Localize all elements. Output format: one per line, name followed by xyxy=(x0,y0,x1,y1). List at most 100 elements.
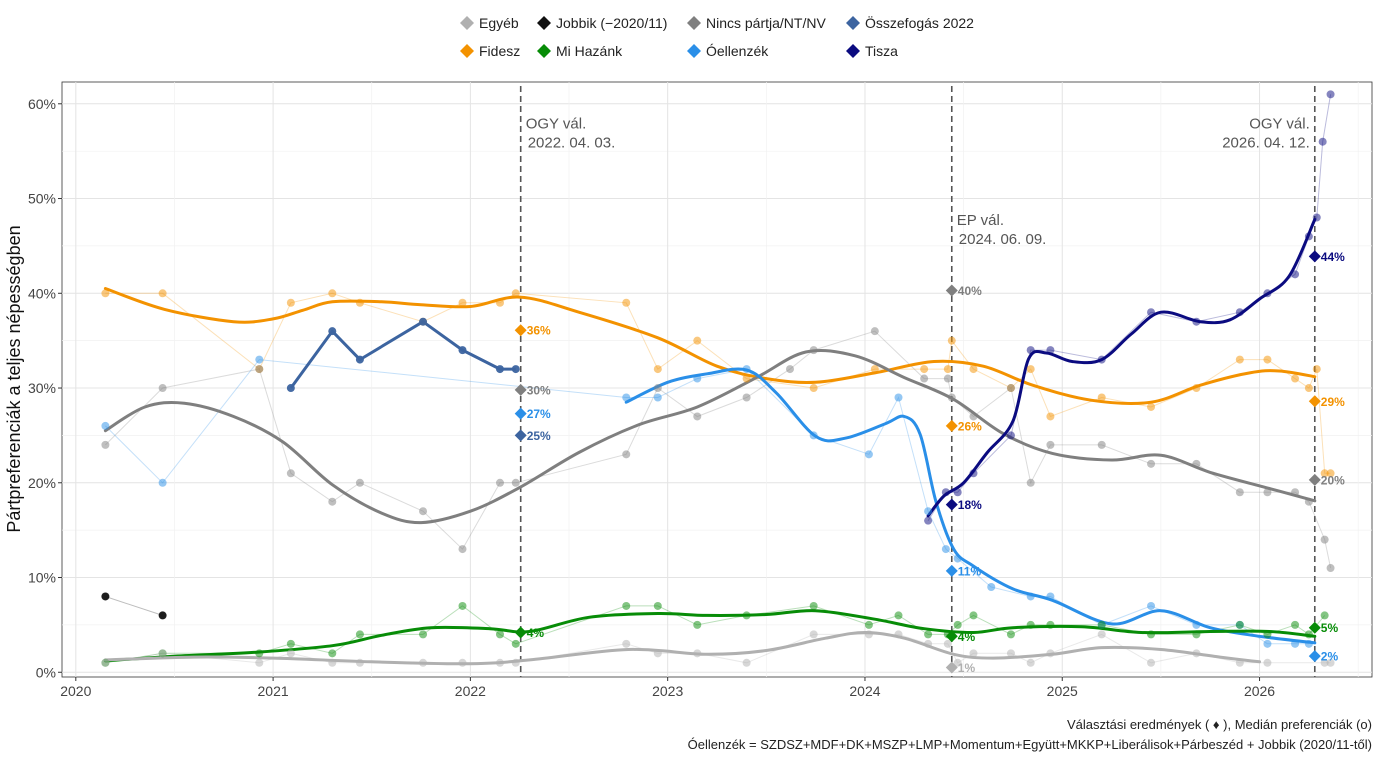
poll-point-egyeb xyxy=(924,639,933,648)
poll-point-tisza xyxy=(1026,346,1035,355)
trend-line-tisza xyxy=(926,217,1317,518)
poll-point-nincs-partja-nt-nv xyxy=(969,412,978,421)
poll-point-nincs-partja-nt-nv xyxy=(1235,488,1244,497)
poll-point-oellenzek xyxy=(864,450,873,459)
poll-point-mi-hazank xyxy=(1097,620,1106,629)
x-tick-label: 2025 xyxy=(1047,683,1078,699)
trend-line-nincs-partja-nt-nv xyxy=(103,348,1317,525)
result-marker-oellenzek xyxy=(514,407,527,420)
poll-point-fidesz xyxy=(969,365,978,374)
poll-point-egyeb xyxy=(809,630,818,639)
poll-point-nincs-partja-nt-nv xyxy=(419,507,428,516)
poll-point-mi-hazank xyxy=(1192,630,1201,639)
poll-point-tisza xyxy=(941,488,950,497)
poll-point-mi-hazank xyxy=(355,630,364,639)
result-marker-fidesz xyxy=(945,419,958,432)
poll-point-egyeb xyxy=(1192,649,1201,658)
gridlines xyxy=(62,82,1372,677)
poll-point-fidesz xyxy=(1320,469,1329,478)
poll-point-egyeb xyxy=(969,649,978,658)
event-label-title: OGY vál. xyxy=(526,115,587,132)
poll-point-oellenzek xyxy=(653,393,662,402)
poll-point-oellenzek xyxy=(255,355,264,364)
legend-marker-egyeb xyxy=(460,16,474,30)
poll-point-fidesz xyxy=(101,289,110,298)
caption-line-2: Óellenzék = SZDSZ+MDF+DK+MSZP+LMP+Moment… xyxy=(688,737,1372,752)
poll-point-oellenzek xyxy=(693,374,702,383)
legend-label-mi-hazank: Mi Hazánk xyxy=(556,43,623,59)
poll-point-nincs-partja-nt-nv xyxy=(328,497,337,506)
poll-point-mi-hazank xyxy=(458,601,467,610)
y-tick-label: 60% xyxy=(28,96,56,112)
trend-line-egyeb xyxy=(103,631,1261,666)
poll-point-tisza xyxy=(1304,232,1313,241)
poll-point-oellenzek xyxy=(1263,639,1272,648)
poll-point-nincs-partja-nt-nv xyxy=(1320,535,1329,544)
poll-point-fidesz xyxy=(1192,384,1201,393)
event-label-title: OGY vál. xyxy=(1249,115,1310,132)
poll-point-oellenzek xyxy=(809,431,818,440)
event-label-date: 2022. 04. 03. xyxy=(528,134,616,151)
result-marker-mi-hazank xyxy=(514,626,527,639)
poll-point-osszefogas-2022 xyxy=(458,346,467,355)
poll-point-oellenzek xyxy=(953,554,962,563)
legend-marker-osszefogas-2022 xyxy=(846,16,860,30)
x-tick-label: 2021 xyxy=(258,683,289,699)
poll-point-egyeb xyxy=(622,639,631,648)
poll-point-mi-hazank xyxy=(653,601,662,610)
poll-point-oellenzek xyxy=(101,421,110,430)
poll-point-tisza xyxy=(953,488,962,497)
poll-point-nincs-partja-nt-nv xyxy=(1026,478,1035,487)
result-marker-egyeb xyxy=(945,661,958,674)
legend-label-oellenzek: Óellenzék xyxy=(706,43,769,59)
event-label-date: 2026. 04. 12. xyxy=(1222,134,1310,151)
result-marker-nincs-partja-nt-nv xyxy=(514,383,527,396)
legend-label-osszefogas-2022: Összefogás 2022 xyxy=(865,14,974,31)
result-marker-tisza xyxy=(945,498,958,511)
poll-point-osszefogas-2022 xyxy=(511,365,520,374)
result-label-oellenzek: 27% xyxy=(527,407,551,421)
x-tick-label: 2026 xyxy=(1244,683,1275,699)
legend-label-nincs-partja-nt-nv: Nincs pártja/NT/NV xyxy=(706,15,826,31)
poll-point-oellenzek xyxy=(1147,601,1156,610)
poll-point-fidesz xyxy=(286,298,295,307)
poll-point-oellenzek xyxy=(987,582,996,591)
poll-point-fidesz xyxy=(1312,365,1321,374)
result-label-fidesz: 36% xyxy=(527,324,551,338)
poll-point-fidesz xyxy=(158,289,167,298)
poll-point-tisza xyxy=(1326,90,1335,99)
poll-point-nincs-partja-nt-nv xyxy=(495,478,504,487)
event-label-date: 2024. 06. 09. xyxy=(959,231,1047,248)
poll-point-fidesz xyxy=(328,289,337,298)
result-label-fidesz: 26% xyxy=(958,419,982,433)
poll-point-egyeb xyxy=(1263,658,1272,667)
result-label-nincs-partja-nt-nv: 30% xyxy=(527,383,551,397)
result-label-nincs-partja-nt-nv: 40% xyxy=(958,284,982,298)
result-label-fidesz: 29% xyxy=(1321,395,1345,409)
poll-point-nincs-partja-nt-nv xyxy=(1326,564,1335,573)
poll-point-mi-hazank xyxy=(1304,630,1313,639)
poll-point-mi-hazank xyxy=(1026,620,1035,629)
result-marker-oellenzek xyxy=(945,564,958,577)
poll-point-fidesz xyxy=(1026,365,1035,374)
result-marker-tisza xyxy=(1308,250,1321,263)
poll-point-osszefogas-2022 xyxy=(286,384,295,393)
poll-point-fidesz xyxy=(622,298,631,307)
legend-label-fidesz: Fidesz xyxy=(479,43,520,59)
poll-point-tisza xyxy=(1046,346,1055,355)
result-label-mi-hazank: 5% xyxy=(1321,621,1339,635)
poll-point-fidesz xyxy=(809,384,818,393)
poll-point-mi-hazank xyxy=(693,620,702,629)
poll-point-nincs-partja-nt-nv xyxy=(458,545,467,554)
poll-point-tisza xyxy=(1006,431,1015,440)
poll-point-mi-hazank xyxy=(894,611,903,620)
poll-point-fidesz xyxy=(458,298,467,307)
poll-point-mi-hazank xyxy=(1147,630,1156,639)
poll-point-nincs-partja-nt-nv xyxy=(1147,459,1156,468)
poll-point-nincs-partja-nt-nv xyxy=(1097,440,1106,449)
legend-marker-mi-hazank xyxy=(537,44,551,58)
poll-point-tisza xyxy=(1291,270,1300,279)
legend-label-egyeb: Egyéb xyxy=(479,15,519,31)
